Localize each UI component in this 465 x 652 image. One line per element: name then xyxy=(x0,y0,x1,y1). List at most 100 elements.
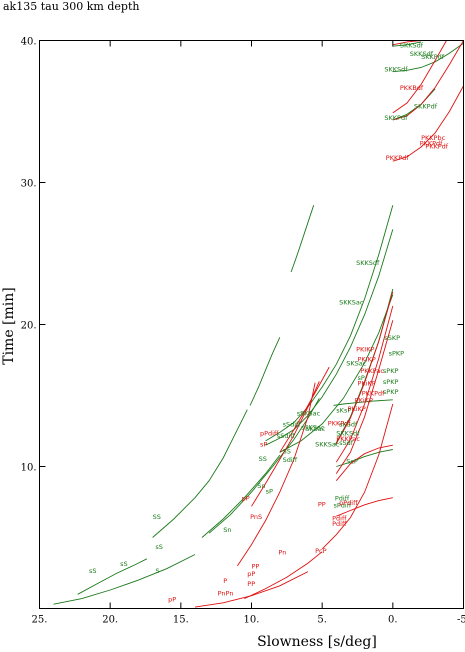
phase-label: PKKPac xyxy=(360,367,384,375)
phase-curve xyxy=(208,398,320,534)
phase-label: S xyxy=(155,567,159,575)
phase-curve xyxy=(249,337,281,406)
y-axis-label: Time [min] xyxy=(1,287,17,365)
phase-label: PKKPdf xyxy=(420,140,443,148)
x-tick-label: 0. xyxy=(388,615,398,626)
phase-curve xyxy=(336,497,393,517)
phase-label: Pn xyxy=(278,549,286,557)
phase-curve xyxy=(290,205,315,273)
phase-label: PKKPdf xyxy=(328,419,351,427)
phase-curve xyxy=(152,409,248,538)
phase-label: sPKP xyxy=(389,350,405,358)
curves-layer xyxy=(53,40,464,608)
phase-curve xyxy=(335,320,394,474)
phase-label: sP xyxy=(260,441,267,449)
x-axis: 25. 20. 15. 10. 5. 0. -5. xyxy=(32,40,465,626)
phase-label: sS xyxy=(89,567,97,575)
x-tick-label: 10. xyxy=(244,615,260,626)
y-tick-label: 20. xyxy=(21,321,37,332)
phase-label: SKSac xyxy=(346,360,366,368)
x-tick-label: 20. xyxy=(102,615,118,626)
phase-label: SKKSac xyxy=(315,441,340,449)
phase-curve xyxy=(279,294,394,453)
phase-curve xyxy=(335,305,394,463)
phase-curve xyxy=(335,444,393,481)
phase-label: SKSac xyxy=(305,425,325,433)
phase-curve xyxy=(244,551,323,600)
phase-label: sP xyxy=(266,488,273,496)
phase-label: SS xyxy=(283,448,291,456)
y-axis: 10. 20. 30. 40. xyxy=(21,37,464,474)
phase-label: sP xyxy=(358,374,365,382)
phase-label: Pdiff xyxy=(332,520,347,528)
phase-curve xyxy=(237,382,316,567)
phase-label: PKIKP xyxy=(358,355,376,363)
phase-label: sPKP xyxy=(383,388,399,396)
phase-label: sSdiff xyxy=(277,432,295,440)
x-axis-label: Slowness [s/deg] xyxy=(257,634,377,650)
x-tick-label: 5. xyxy=(317,615,327,626)
phase-label: SKKSdf xyxy=(356,259,380,267)
phase-label: PKKPac xyxy=(336,435,360,443)
phase-label: PKiKP xyxy=(348,405,366,413)
phase-label: PKIKP xyxy=(356,346,374,354)
x-tick-label: 25. xyxy=(32,615,48,626)
phase-label: Pdiff xyxy=(332,515,347,523)
phase-label: sKsP xyxy=(336,407,351,415)
y-tick-label: 30. xyxy=(21,179,37,190)
phase-label: PKKPdf xyxy=(362,390,385,398)
phase-label: SKKPdf xyxy=(421,53,445,61)
phase-curve xyxy=(336,449,393,467)
x-tick-label: 15. xyxy=(173,615,189,626)
phase-label: SKKSac xyxy=(339,299,364,307)
y-tick-label: 10. xyxy=(21,463,37,474)
phase-label: PP xyxy=(318,500,326,508)
phase-label: sKSdf xyxy=(339,421,358,429)
phase-curve xyxy=(321,403,394,550)
x-tick-label: -5. xyxy=(457,615,465,626)
phase-label: PP xyxy=(247,580,255,588)
phase-curve xyxy=(392,40,447,114)
phase-label: PKKPbc xyxy=(421,134,445,142)
phase-label: SKKSdf xyxy=(336,429,360,437)
plot-frame xyxy=(39,40,464,609)
phase-label: P xyxy=(223,577,227,585)
phase-curve xyxy=(53,554,196,605)
phase-curve xyxy=(392,40,464,121)
phase-curve xyxy=(77,558,148,595)
phase-label: Sdiff xyxy=(283,456,298,464)
phase-label: PKKPdf xyxy=(386,154,409,162)
phase-label: SKKPdf xyxy=(414,103,438,111)
phase-label: pP xyxy=(247,570,255,578)
phase-label: SKKPdf xyxy=(384,114,408,122)
phase-label: PKiKP xyxy=(358,380,376,388)
phase-curve xyxy=(392,41,422,47)
phase-curve xyxy=(392,85,464,162)
phase-label: pP xyxy=(168,595,176,603)
phase-curve xyxy=(265,229,394,446)
phase-curve xyxy=(335,291,394,445)
phase-label: sSKSac xyxy=(301,424,325,432)
phase-curve xyxy=(333,399,393,406)
phase-label: sS xyxy=(120,560,128,568)
phase-curve xyxy=(265,205,394,442)
phase-label: sSdiff xyxy=(283,421,301,429)
phase-label: sSKSac xyxy=(297,409,321,417)
phase-label: PnPn xyxy=(218,590,234,598)
phase-label: Sn xyxy=(223,526,231,534)
phase-curve xyxy=(201,454,281,538)
phase-label: sSKP xyxy=(384,334,400,342)
phase-label: SS xyxy=(259,455,267,463)
phase-label: SKKSdf xyxy=(384,66,408,74)
phase-label: PKKBdf xyxy=(400,84,424,92)
chart-title: ak135 tau 300 km depth xyxy=(3,0,139,13)
phase-label: sPKP xyxy=(383,367,399,375)
phase-label: sPdiff xyxy=(334,502,352,510)
phase-label: Sn xyxy=(257,482,265,490)
phase-label: SS xyxy=(153,513,161,521)
phase-label: pP xyxy=(242,495,250,503)
phase-curve xyxy=(392,42,464,73)
phase-label: PKiKP xyxy=(355,397,373,405)
phase-label: sPKP xyxy=(383,378,399,386)
